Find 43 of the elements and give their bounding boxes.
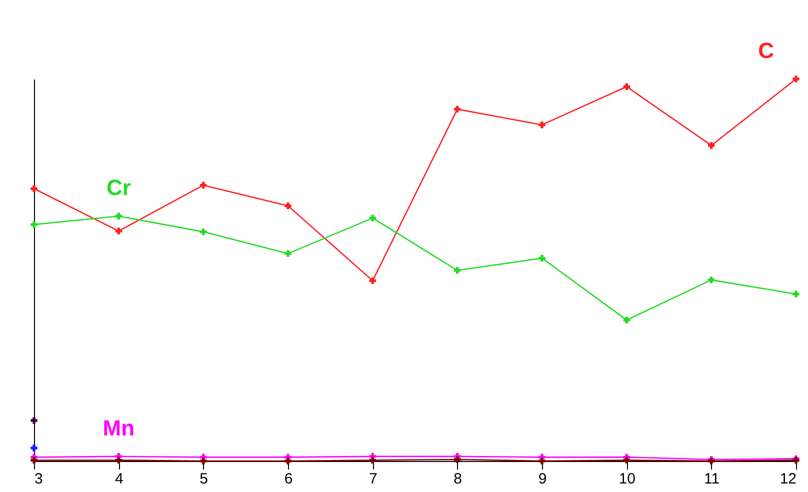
point — [200, 458, 207, 464]
point — [30, 185, 38, 192]
x-tick-label: 3 — [34, 470, 43, 488]
point — [538, 121, 546, 128]
x-tick-label: 7 — [368, 470, 378, 488]
point — [454, 456, 461, 463]
point — [538, 254, 546, 262]
x-tick-label: 4 — [114, 470, 124, 488]
point — [200, 228, 207, 236]
point — [369, 214, 376, 222]
point — [538, 458, 546, 464]
x-tick-label: 5 — [200, 470, 208, 488]
point — [200, 182, 207, 189]
x-tick-label: 9 — [538, 470, 547, 488]
point — [115, 212, 122, 220]
point — [30, 417, 38, 424]
point — [369, 456, 376, 464]
series-label: Cr — [106, 175, 132, 200]
x-tick-label: 6 — [284, 470, 293, 488]
point — [115, 456, 122, 464]
point — [284, 250, 292, 257]
point — [30, 456, 38, 464]
point — [792, 290, 800, 298]
point — [708, 142, 715, 149]
point — [623, 83, 630, 90]
point — [792, 76, 800, 82]
point — [115, 228, 122, 234]
point — [369, 277, 376, 284]
series-label: C — [758, 38, 774, 63]
point — [30, 444, 38, 452]
x-tick-label: 12 — [780, 470, 796, 488]
point — [454, 267, 461, 274]
x-tick-label: 8 — [454, 470, 462, 488]
point — [284, 202, 292, 210]
point — [284, 458, 292, 464]
point — [623, 316, 630, 324]
point — [454, 106, 461, 113]
point — [623, 456, 630, 464]
series-label: Mn — [102, 415, 135, 440]
x-tick-label: 10 — [618, 470, 636, 488]
point — [30, 221, 38, 228]
point — [708, 276, 715, 284]
x-tick-label: 11 — [704, 470, 720, 488]
